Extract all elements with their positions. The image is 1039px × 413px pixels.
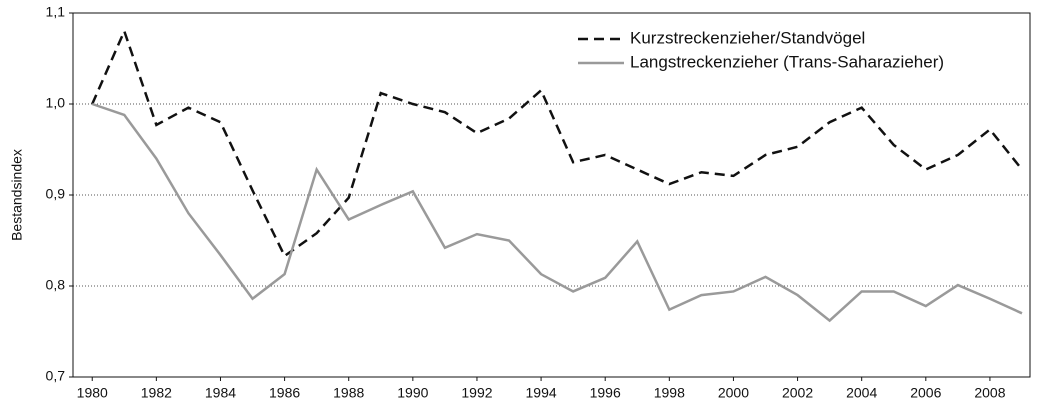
plot-frame	[72, 12, 1031, 378]
x-tick-label: 1984	[205, 385, 236, 401]
y-tick-label: 0,7	[46, 368, 66, 384]
x-tick-label: 1988	[333, 385, 364, 401]
x-tick-label: 1996	[590, 385, 621, 401]
y-axis-label: Bestandsindex	[9, 149, 25, 241]
x-tick-label: 1980	[77, 385, 108, 401]
y-tick-label: 0,9	[46, 186, 66, 202]
x-tick-label: 1994	[526, 385, 557, 401]
x-tick-label: 1992	[461, 385, 492, 401]
x-tick-label: 1998	[654, 385, 685, 401]
x-tick-label: 1990	[397, 385, 428, 401]
x-tick-label: 2002	[782, 385, 813, 401]
y-tick-label: 1,0	[46, 95, 66, 111]
legend-label: Langstreckenzieher (Trans-Saharazieher)	[630, 52, 944, 71]
series-line	[91, 27, 1023, 258]
y-tick-label: 1,1	[46, 4, 66, 20]
x-tick-label: 1986	[269, 385, 300, 401]
series-line	[91, 102, 1023, 323]
x-tick-label: 2006	[910, 385, 941, 401]
x-tick-label: 1982	[141, 385, 172, 401]
y-tick-label: 0,8	[46, 277, 66, 293]
x-tick-label: 2004	[846, 385, 877, 401]
legend-label: Kurzstreckenzieher/Standvögel	[630, 28, 865, 47]
x-tick-label: 2008	[974, 385, 1005, 401]
x-tick-label: 2000	[718, 385, 749, 401]
